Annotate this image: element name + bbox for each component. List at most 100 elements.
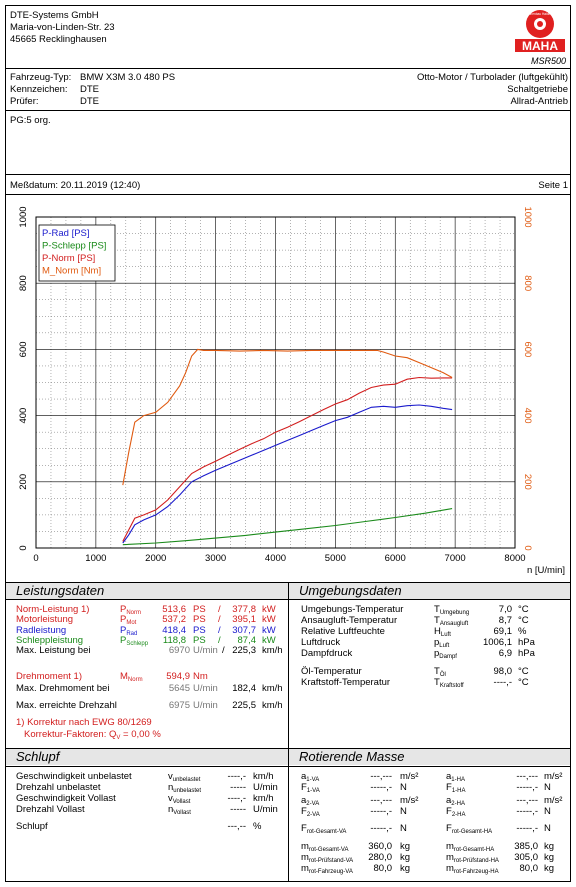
leistung-symbol: PSchlepp	[120, 634, 149, 647]
umgebung-symbol: pDampf	[434, 648, 457, 660]
torque-value: 594,9	[166, 671, 190, 682]
remark: PG:5 org.	[10, 115, 51, 126]
y-tick-label-right: 1000	[522, 206, 533, 227]
max-power-speed-unit: km/h	[262, 645, 283, 657]
umgebung-symbol: pLuft	[434, 637, 450, 649]
legend-entry-3: M_Norm [Nm]	[42, 266, 101, 277]
max-torque-speed: 182,4	[232, 683, 256, 694]
rot-ha-value: -----,-	[516, 806, 538, 817]
x-tick-label: 7000	[445, 553, 466, 564]
leistung-value-ps: 513,6	[162, 604, 186, 615]
leistung-unit-ps: PS	[193, 604, 206, 615]
rot-ha-unit: kg	[544, 863, 555, 874]
y-tick-label-right: 800	[522, 275, 533, 291]
leistung-symbol: PNorm	[120, 604, 142, 616]
y-tick-label-left: 1000	[18, 206, 29, 227]
max-rpm-speed: 225,5	[232, 700, 256, 711]
correction-factor: Korrektur-Faktoren: QV = 0,00 %	[24, 729, 161, 741]
logo-brand: MAHA	[522, 39, 558, 53]
rot-va-symbol: F1-VA	[301, 782, 320, 794]
max-power-rpm: 6970	[168, 645, 190, 657]
umgebung-value: ----,-	[493, 677, 512, 688]
umgebung-symbol: TUmgebung	[434, 604, 470, 616]
leistung-sep: /	[218, 634, 221, 646]
plate-value: DTE	[80, 84, 99, 95]
divider	[5, 766, 571, 767]
rot-ha-symbol: a1-HA	[446, 771, 465, 783]
leistung-unit-kw: kW	[262, 624, 276, 636]
schlupf-unit: U/min	[253, 804, 278, 815]
y-tick-label-left: 600	[18, 341, 29, 357]
rot-ha-symbol: F1-HA	[446, 782, 466, 794]
max-torque-rpm: 5645	[168, 683, 190, 694]
rot-ha-unit: N	[544, 806, 551, 817]
umgebung-value: 1006,1	[482, 637, 512, 648]
rot-ha-value: 385,0	[514, 841, 538, 852]
leistung-unit-kw: kW	[262, 614, 276, 626]
rot-ha-value: ---,---	[516, 771, 538, 782]
umgebung-unit: °C	[518, 677, 529, 688]
y-tick-label-right: 400	[522, 408, 533, 424]
rot-ha-unit: N	[544, 823, 551, 834]
schlupf-value: ---,--	[227, 821, 246, 832]
chart-grid	[35, 216, 516, 549]
rot-va-symbol: mrot-Gesamt-VA	[301, 841, 349, 853]
schlupf-value: ----,-	[227, 793, 246, 804]
leistung-label: Motorleistung	[16, 614, 74, 626]
rot-ha-symbol: F2-HA	[446, 806, 466, 818]
umgebung-unit: °C	[518, 615, 529, 626]
y-tick-label-left: 800	[18, 275, 29, 291]
page-number: Seite 1	[538, 180, 568, 191]
rot-va-value: -----,-	[370, 782, 392, 793]
rot-va-unit: N	[400, 806, 407, 817]
company-street: Maria-von-Linden-Str. 23	[10, 22, 115, 33]
rot-va-value: -----,-	[370, 823, 392, 834]
rot-ha-symbol: mrot-Fahrzeug-HA	[446, 863, 499, 875]
torque-label: Drehmoment 1)	[16, 671, 82, 682]
schlupf-unit: U/min	[253, 782, 278, 793]
max-torque-speed-unit: km/h	[262, 683, 283, 694]
legend-entry-1: P-Schlepp [PS]	[42, 241, 106, 252]
leistung-unit-kw: kW	[262, 634, 276, 646]
logo-arc-text: Maschinenbau Haldenwang	[520, 12, 560, 16]
leistung-value-kw: 395,1	[232, 614, 256, 626]
schlupf-value: -----	[230, 782, 246, 793]
rot-va-unit: m/s²	[400, 795, 419, 806]
divider	[5, 599, 571, 600]
rot-ha-unit: kg	[544, 852, 555, 863]
rot-va-value: 360,0	[368, 841, 392, 852]
vehicle-type-value: BMW X3M 3.0 480 PS	[80, 72, 176, 83]
rot-ha-value: -----,-	[516, 782, 538, 793]
leistung-unit-ps: PS	[193, 634, 206, 646]
rot-ha-value: 305,0	[514, 852, 538, 863]
rot-ha-unit: m/s²	[544, 795, 563, 806]
schlupf-unit: km/h	[253, 771, 274, 782]
leistung-value-kw: 307,7	[232, 624, 256, 636]
torque-symbol: MNorm	[120, 671, 143, 683]
rot-ha-symbol: mrot-Gesamt-HA	[446, 841, 495, 853]
umgebung-label: Umgebungs-Temperatur	[301, 604, 404, 615]
legend-box	[38, 224, 116, 282]
y-tick-label-right: 600	[522, 341, 533, 357]
max-power-speed: 225,3	[232, 645, 256, 657]
y-tick-label-right: 200	[522, 474, 533, 490]
umgebung-symbol: TÖl	[434, 666, 446, 678]
rot-va-value: 80,0	[373, 863, 393, 874]
legend-entry-0: P-Rad [PS]	[42, 228, 90, 239]
y-tick-label-right: 0	[522, 545, 533, 550]
engine-type: Otto-Motor / Turbolader (luftgekühlt)	[416, 72, 568, 83]
schlupf-label: Schlupf	[16, 821, 48, 832]
rot-ha-symbol: Frot-Gesamt-HA	[446, 823, 493, 835]
divider	[5, 110, 571, 111]
gearbox-type: Schaltgetriebe	[507, 84, 568, 95]
umgebung-value: 6,9	[498, 648, 512, 659]
umgebung-unit: °C	[518, 666, 529, 677]
rot-va-unit: N	[400, 782, 407, 793]
leistung-label: Radleistung	[16, 624, 67, 636]
schlupf-label: Drehzahl unbelastet	[16, 782, 101, 793]
leistung-unit-ps: PS	[193, 624, 206, 636]
umgebung-label: Relative Luftfeuchte	[301, 626, 385, 637]
rot-ha-value: ---,---	[516, 795, 538, 806]
leistung-unit-kw: kW	[262, 604, 276, 615]
